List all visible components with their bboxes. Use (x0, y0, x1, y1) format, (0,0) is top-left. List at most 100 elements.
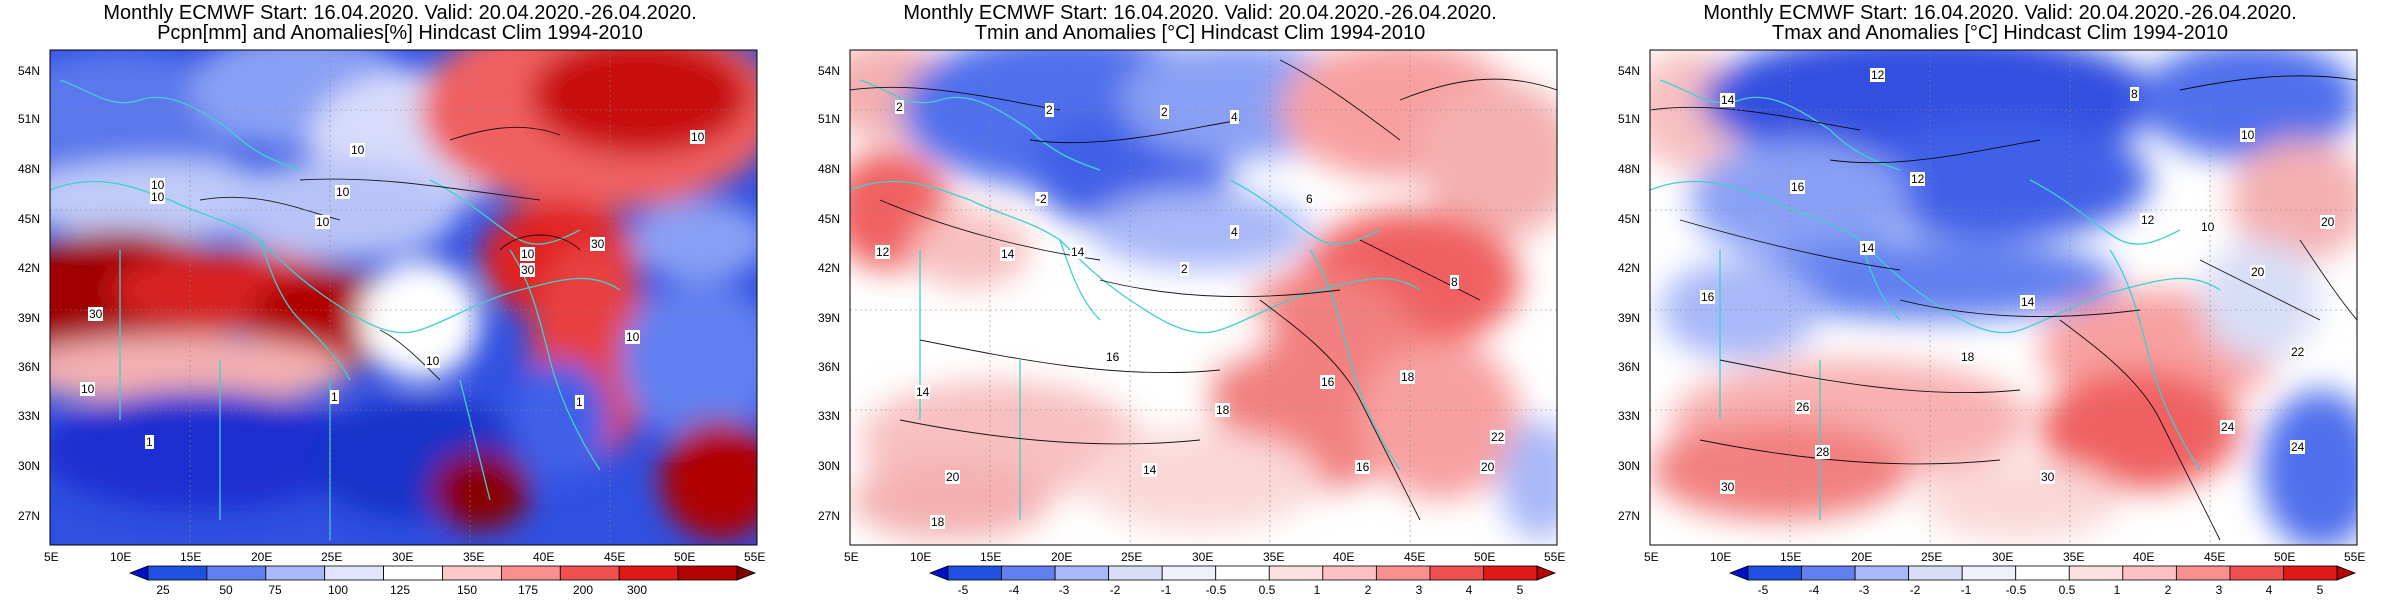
colorbar-swatch (206, 565, 267, 581)
contour-label: 18 (930, 515, 946, 529)
colorbar-label: 3 (1415, 583, 1423, 597)
panel-tmin: Monthly ECMWF Start: 16.04.2020. Valid: … (800, 0, 1600, 600)
colorbar-swatch (1483, 565, 1538, 581)
lon-tick: 50E (1474, 550, 1496, 564)
contour-label: 14 (1070, 245, 1086, 259)
lon-tick: 20E (251, 550, 273, 564)
contour-label: 18 (1215, 403, 1231, 417)
colorbar-label: 2 (2164, 583, 2172, 597)
tmin-map (849, 49, 1558, 546)
lat-tick: 33N (1618, 409, 1641, 423)
contour-label: 12 (1870, 68, 1886, 82)
contour-label: 30 (88, 307, 104, 321)
lat-tick: 45N (1618, 212, 1641, 226)
lon-tick: 15E (1780, 550, 1802, 564)
panel-precipitation: Monthly ECMWF Start: 16.04.2020. Valid: … (0, 0, 800, 600)
lon-tick: 10E (910, 550, 932, 564)
contour-label: 16 (1105, 350, 1121, 364)
contour-label: 22 (1490, 430, 1506, 444)
colorbar-swatch (1161, 565, 1217, 581)
contour-label: 10 (690, 130, 706, 144)
contour-label: -2 (1035, 192, 1048, 206)
colorbar-label: 75 (268, 583, 282, 597)
colorbar-swatch (2229, 565, 2284, 581)
contour-label: 16 (1790, 180, 1806, 194)
contour-label: 24 (2290, 440, 2306, 454)
lat-tick: 36N (1618, 360, 1641, 374)
colorbar-label: -3 (1058, 583, 1070, 597)
lon-tick: 45E (2204, 550, 2226, 564)
colorbar-swatch (1961, 565, 2017, 581)
contour-label: 4 (1230, 225, 1239, 239)
colorbar (928, 565, 1557, 581)
colorbar-swatch (442, 565, 502, 581)
contour-label: 30 (1720, 480, 1736, 494)
contour-label: 30 (590, 237, 606, 251)
lat-tick: 54N (1618, 64, 1641, 78)
contour-label: 10 (150, 178, 166, 192)
lon-tick: 50E (674, 550, 696, 564)
colorbar-arrow-high (2336, 565, 2357, 581)
lat-tick: 51N (818, 112, 841, 126)
lon-tick: 55E (744, 550, 766, 564)
colorbar-swatch (1268, 565, 1324, 581)
panel-title-line1: Monthly ECMWF Start: 16.04.2020. Valid: … (103, 2, 697, 24)
colorbar-swatch (2122, 565, 2177, 581)
colorbar-label: -4 (1808, 583, 1820, 597)
lon-tick: 30E (1992, 550, 2014, 564)
colorbar (1728, 565, 2357, 581)
colorbar-swatch (677, 565, 738, 581)
contour-label: 18 (1960, 350, 1976, 364)
panel-title-line1: Monthly ECMWF Start: 16.04.2020. Valid: … (903, 2, 1497, 24)
lat-tick: 45N (18, 212, 41, 226)
contour-label: 30 (520, 263, 536, 277)
colorbar-arrow-high (1536, 565, 1557, 581)
contour-label: 30 (2040, 470, 2056, 484)
colorbar-label: 100 (327, 583, 349, 597)
lon-tick: 25E (1121, 550, 1143, 564)
colorbar-label: 3 (2215, 583, 2223, 597)
contour-label: 10 (2240, 128, 2256, 142)
lon-tick: 40E (1333, 550, 1355, 564)
lon-tick: 15E (980, 550, 1002, 564)
colorbar-label: 125 (389, 583, 411, 597)
lat-tick: 30N (18, 459, 41, 473)
colorbar-arrow-low (1728, 565, 1749, 581)
colorbar-swatch (500, 565, 561, 581)
contour-label: 10 (520, 247, 536, 261)
contour-label: 10 (2200, 220, 2216, 234)
lon-tick: 5E (1644, 550, 1659, 564)
lon-tick: 20E (1851, 550, 1873, 564)
contour-label: 2 (1045, 103, 1054, 117)
colorbar-swatch (1854, 565, 1910, 581)
contour-label: 10 (80, 382, 96, 396)
colorbar-swatch (2175, 565, 2231, 581)
contour-label: 14 (1142, 463, 1158, 477)
contour-label: 2 (1160, 105, 1169, 119)
contour-label: 1 (145, 435, 154, 449)
colorbar-label: -3 (1858, 583, 1870, 597)
contour-label: 10 (315, 215, 331, 229)
colorbar-label: 0.5 (1258, 583, 1276, 597)
colorbar-label: 4 (2265, 583, 2273, 597)
colorbar-swatch (1429, 565, 1484, 581)
lon-tick: 35E (1263, 550, 1285, 564)
lat-tick: 33N (18, 409, 41, 423)
colorbar-label: 2 (1364, 583, 1372, 597)
colorbar-swatch (1108, 565, 1163, 581)
lon-tick: 25E (321, 550, 343, 564)
colorbar-label: 25 (156, 583, 170, 597)
lon-tick: 25E (1921, 550, 1943, 564)
panel-title-line2: Pcpn[mm] and Anomalies[%] Hindcast Clim … (157, 22, 643, 44)
lon-tick: 10E (1710, 550, 1732, 564)
colorbar-label: 4 (1465, 583, 1473, 597)
panel-title-line2: Tmin and Anomalies [°C] Hindcast Clim 19… (974, 22, 1426, 44)
colorbar-arrow-high (736, 565, 757, 581)
colorbar-label: 5 (2316, 583, 2324, 597)
lon-tick: 5E (844, 550, 859, 564)
colorbar-label: -0.5 (2005, 583, 2027, 597)
contour-label: 14 (915, 385, 931, 399)
contour-label: 8 (1450, 275, 1459, 289)
contour-label: 12 (2140, 213, 2156, 227)
colorbar-swatch (383, 565, 443, 581)
